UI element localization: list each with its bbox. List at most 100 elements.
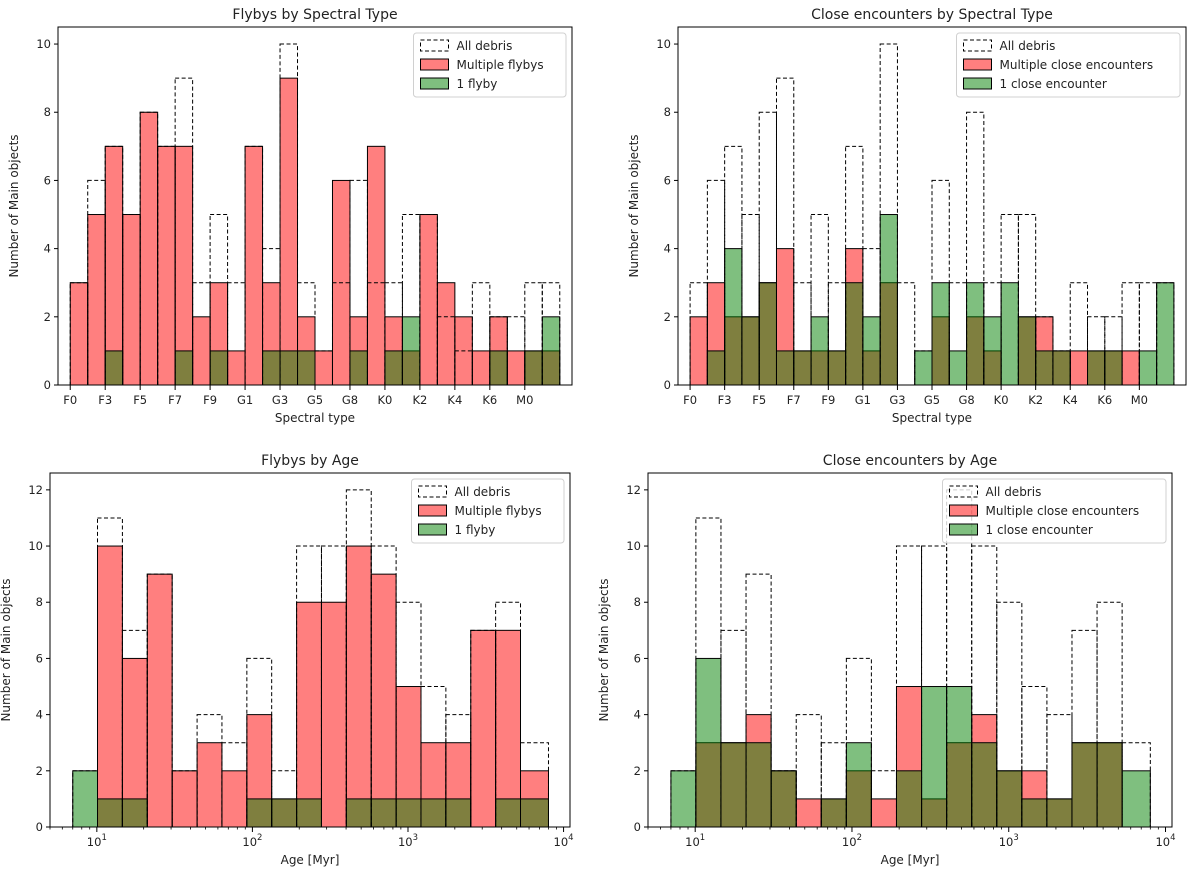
bar-green-12 [370,798,397,828]
bar-outline-26 [1138,282,1158,386]
bar-green-12 [279,350,299,386]
bar-outline-4 [758,111,777,386]
bar-outline-23 [471,282,491,386]
bar-red-7 [192,316,211,386]
axes-frame [647,472,1173,828]
bar-outline-7 [845,657,872,828]
bar-red-22 [1069,350,1089,386]
bar-outline-8 [827,282,847,386]
bar-green-11 [262,350,281,386]
bar-green-9 [296,798,322,828]
y-tick-label: 4 [634,708,641,722]
bar-outline-7 [246,657,273,828]
x-tick-exponent: 4 [568,833,573,843]
bar-outline-12 [370,545,397,828]
x-axis-label: Age [Myr] [281,853,340,867]
x-tick-label: 102 [842,833,862,849]
x-tick-label: K4 [1063,393,1078,407]
x-tick-label: G3 [889,393,905,407]
chart-2: 0 2 4 6 8 10 F0 F3 F5 F7 F9 G1 G3 G5 G8 K0 K2 K4 K6 M0 Close… [627,7,1187,425]
legend-label: Multiple close encounters [986,504,1140,518]
bar-green-7 [246,798,273,828]
bar-red-21 [436,282,456,386]
y-tick-label: 8 [634,595,641,609]
y-tick-label: 6 [664,173,671,187]
x-tick-label: K2 [1028,393,1043,407]
y-tick-label: 2 [36,764,43,778]
x-tick-exponent: 1 [700,833,705,843]
bar-green-18 [1121,770,1151,828]
y-tick-label: 0 [664,378,671,392]
legend-label: All debris [986,485,1042,499]
x-tick-label: 101 [685,833,705,849]
bar-green-13 [996,770,1023,828]
bar-green-6 [793,350,812,386]
x-tick-label: 102 [242,833,262,849]
bar-green-11 [879,214,898,386]
legend-label: 1 flyby [457,77,498,91]
bar-outline-0 [69,282,89,386]
legend-label: All debris [455,485,511,499]
bar-outline-2 [104,145,124,386]
bar-green-24 [489,350,508,386]
bar-green-10 [862,316,881,386]
y-axis-label: Number of Main objects [597,578,611,721]
x-tick-base: 10 [554,835,569,849]
legend-swatch-red [963,58,992,71]
bar-green-4 [758,282,777,386]
bar-green-27 [1156,282,1175,386]
legend-swatch-red [420,58,449,71]
bar-red-20 [419,214,438,386]
y-tick-label: 8 [44,105,51,119]
legend-label: All debris [1000,39,1056,53]
x-tick-label: F7 [168,393,182,407]
bar-green-26 [1138,350,1158,386]
legend-label: Multiple close encounters [1000,58,1154,72]
x-tick-label: 103 [999,833,1019,849]
x-tick-base: 10 [87,835,102,849]
bar-green-13 [914,350,933,386]
y-axis-label: Number of Main objects [627,134,641,277]
bar-green-1 [706,350,726,386]
bar-outline-3 [745,573,772,828]
legend-box [413,32,567,98]
y-tick-label: 8 [36,595,43,609]
legend-label: 1 close encounter [986,523,1093,537]
bar-outline-4 [139,111,159,386]
y-tick-label: 4 [44,242,51,256]
y-tick-label: 12 [28,483,43,497]
bar-green-10 [921,686,948,828]
x-tick-label: 104 [554,833,574,849]
legend-swatch-green [949,523,978,536]
bar-outline-16 [966,111,985,386]
x-tick-label: G1 [855,393,871,407]
bar-red-6 [174,145,194,386]
x-tick-label: F3 [718,393,732,407]
x-axis-label: Age [Myr] [881,853,940,867]
bar-red-9 [296,601,322,828]
bar-green-7 [845,742,872,828]
x-tick-label: F0 [683,393,697,407]
bar-green-18 [1000,282,1019,386]
bar-outline-22 [1069,282,1089,386]
legend-box [942,478,1167,544]
bar-outline-17 [366,282,386,386]
bar-red-6 [221,770,248,828]
legend-label: Multiple flybys [455,504,542,518]
bar-red-17 [366,145,386,386]
x-tick-exponent: 1 [101,833,106,843]
bar-green-18 [384,350,403,386]
bar-green-1 [97,798,123,828]
y-tick-label: 2 [664,310,671,324]
bar-red-25 [506,350,526,386]
bar-red-12 [370,573,397,828]
legend-swatch-green [963,77,992,90]
bar-outline-9 [845,145,864,386]
axes-frame [49,472,571,828]
bar-outline-25 [1121,282,1140,386]
legend: All debris Multiple close encounters 1 clo… [956,32,1181,98]
y-tick-label: 8 [664,105,671,119]
bar-outline-0 [689,282,708,386]
legend-swatch-red [949,504,978,517]
